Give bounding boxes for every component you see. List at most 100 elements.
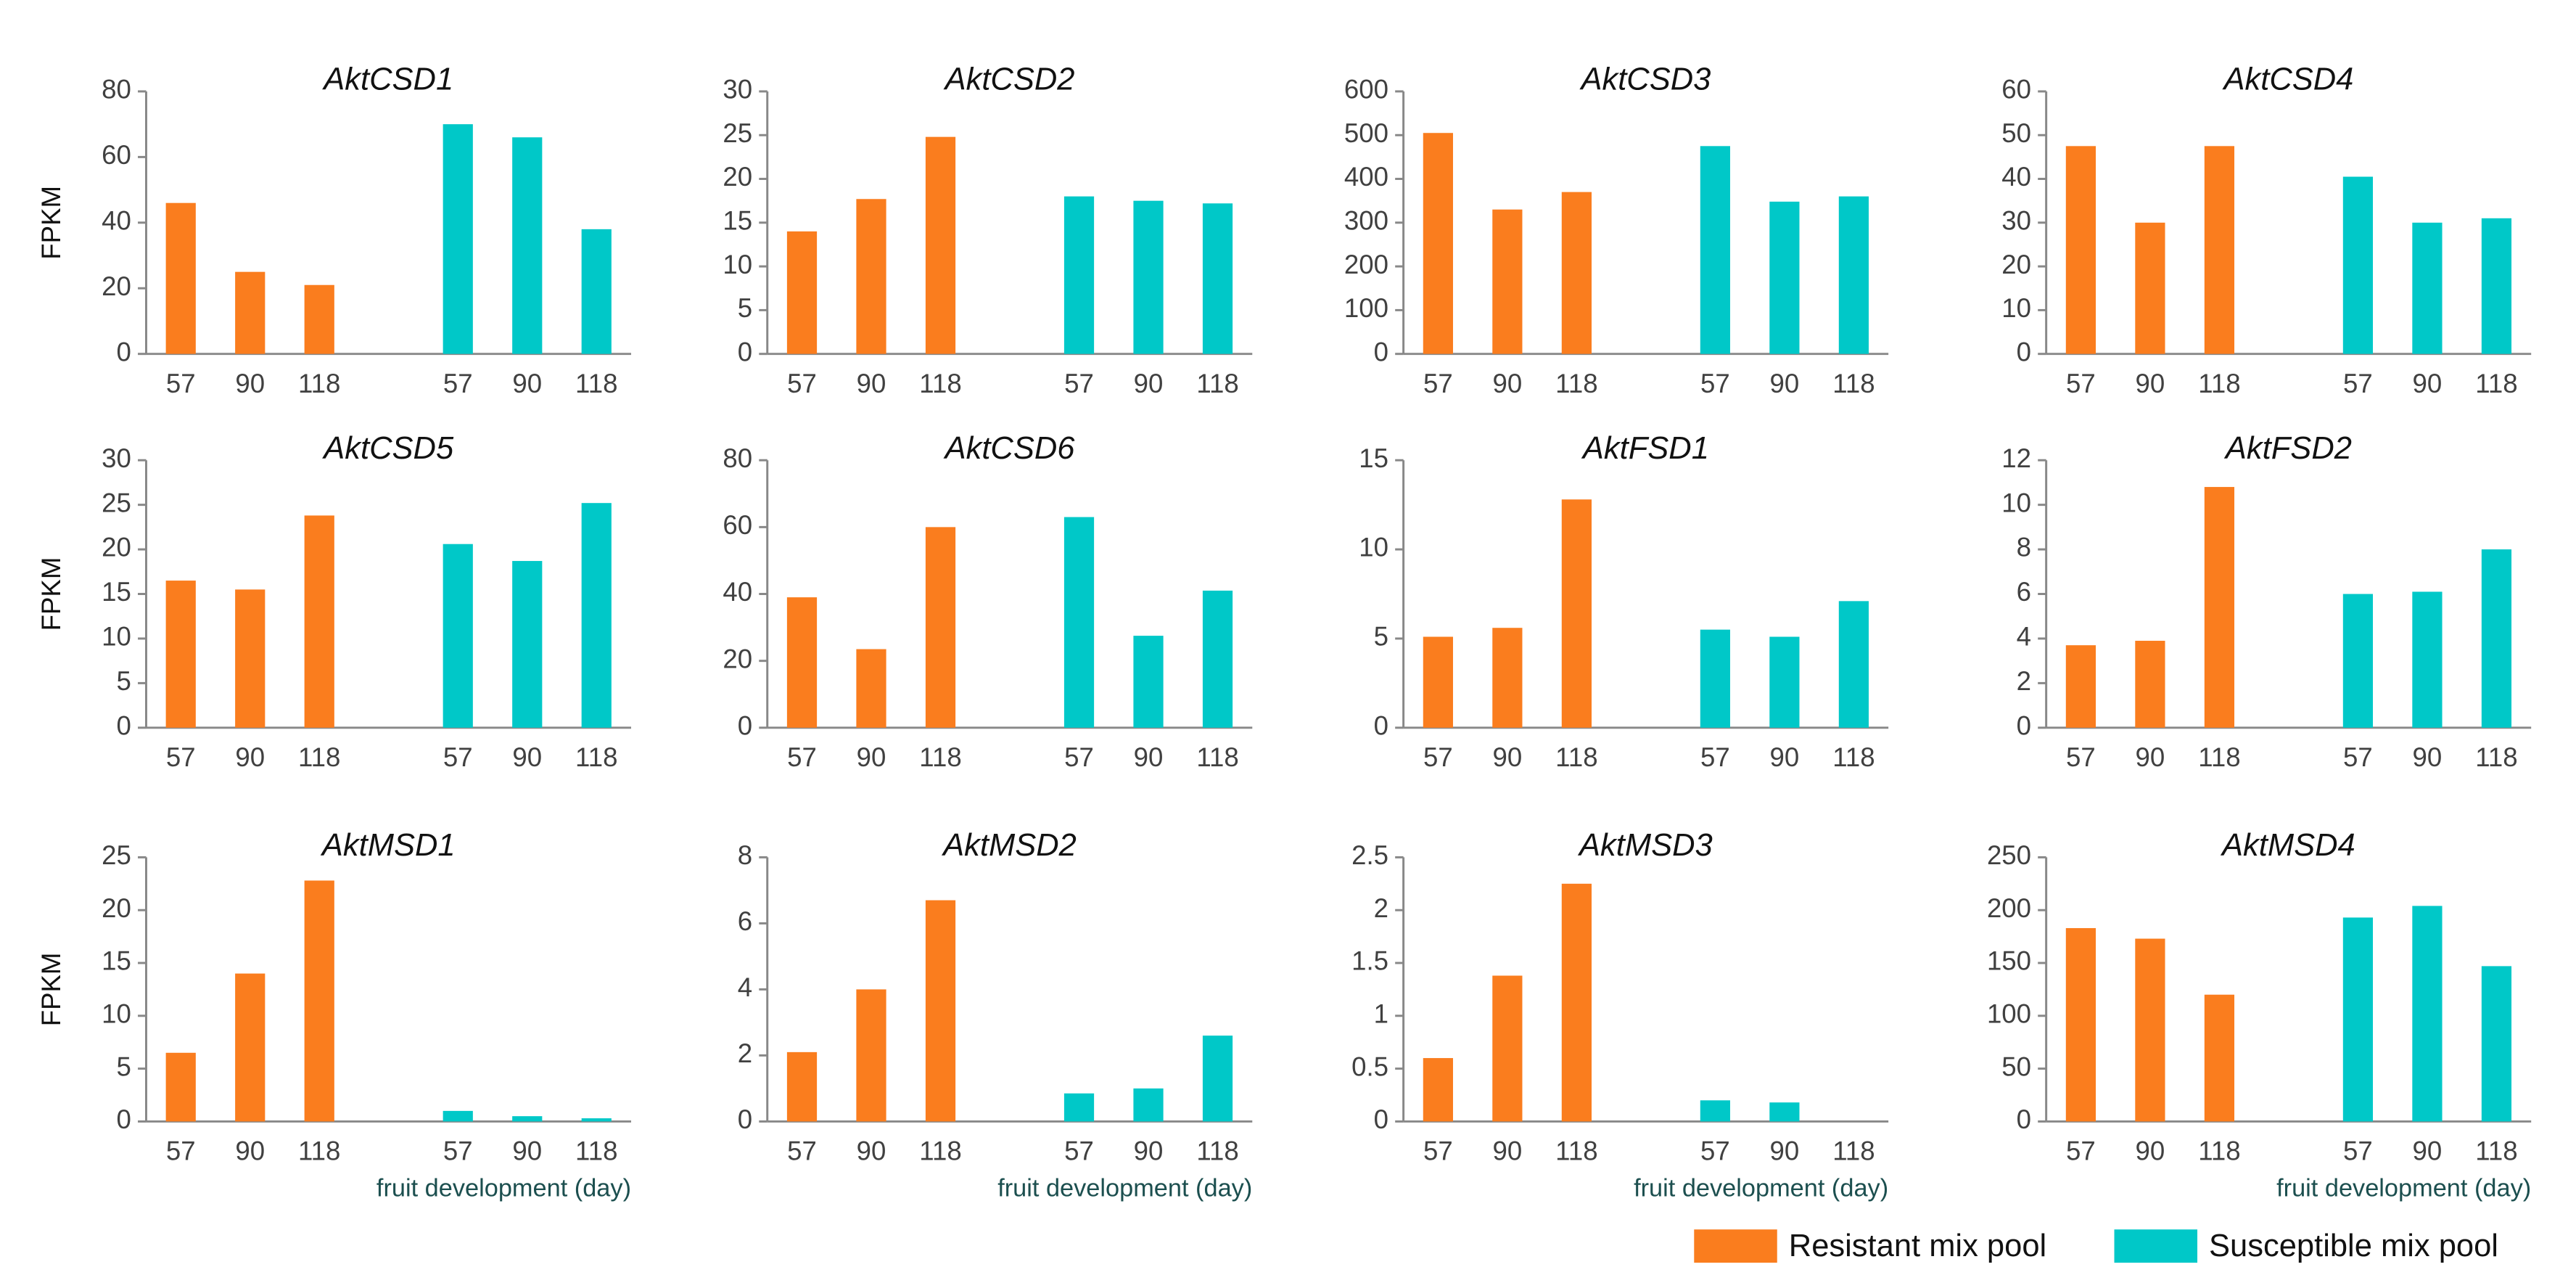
bar	[2342, 917, 2374, 1122]
x-tick-label: 90	[512, 1136, 542, 1166]
x-tick-label: 90	[1493, 742, 1523, 772]
y-tick-label: 0	[738, 337, 752, 366]
y-tick-label: 150	[1987, 946, 2031, 976]
chart-title: AktFSD2	[2223, 431, 2352, 466]
y-tick-label: 60	[723, 510, 752, 540]
bar	[925, 527, 956, 728]
x-tick-label: 118	[575, 742, 617, 772]
y-tick-label: 4	[738, 972, 752, 1002]
bar	[2065, 146, 2096, 354]
x-tick-label: 90	[512, 369, 542, 398]
y-axis-label: FPKM	[36, 186, 66, 260]
y-tick-label: 30	[102, 443, 131, 473]
bar	[1838, 601, 1869, 728]
y-tick-label: 2	[1374, 893, 1388, 923]
x-tick-label: 90	[1134, 369, 1164, 398]
y-tick-label: 40	[102, 205, 131, 235]
y-tick-label: 400	[1344, 162, 1388, 192]
bar	[165, 202, 196, 354]
chart-title: AktCSD6	[943, 431, 1076, 466]
y-tick-label: 200	[1344, 250, 1388, 279]
y-tick-label: 25	[102, 840, 131, 870]
y-tick-label: 20	[2001, 250, 2031, 279]
x-tick-label: 57	[787, 742, 817, 772]
y-tick-label: 2	[738, 1038, 752, 1068]
bar	[2135, 222, 2165, 354]
bar	[1769, 636, 1800, 728]
y-tick-label: 6	[2017, 577, 2031, 607]
y-tick-label: 30	[2001, 205, 2031, 235]
y-tick-label: 0	[738, 710, 752, 740]
x-axis-label: fruit development (day)	[1634, 1174, 1888, 1202]
y-tick-label: 0	[116, 1104, 131, 1134]
y-tick-label: 5	[738, 293, 752, 323]
bar	[304, 284, 334, 354]
x-tick-label: 57	[1064, 1136, 1094, 1166]
bar	[1838, 196, 1869, 354]
x-tick-label: 57	[1700, 369, 1730, 398]
x-tick-label: 90	[1493, 1136, 1523, 1166]
bar	[1561, 883, 1592, 1122]
chart-title: AktCSD3	[1579, 62, 1711, 97]
x-tick-label: 118	[575, 1136, 617, 1166]
x-tick-label: 90	[1493, 369, 1523, 398]
y-tick-label: 0	[2017, 337, 2031, 366]
y-tick-label: 10	[102, 622, 131, 652]
x-tick-label: 118	[1196, 1136, 1238, 1166]
y-tick-label: 80	[723, 443, 752, 473]
bar	[2481, 218, 2512, 354]
x-tick-label: 90	[235, 742, 265, 772]
bar	[2412, 906, 2443, 1122]
x-tick-label: 118	[1555, 742, 1597, 772]
bar	[1202, 1036, 1233, 1122]
y-tick-label: 0	[1374, 710, 1388, 740]
x-tick-label: 57	[443, 742, 473, 772]
y-tick-label: 5	[116, 1051, 131, 1081]
x-axis-label: fruit development (day)	[376, 1174, 631, 1202]
bar	[1769, 1102, 1800, 1122]
bar	[443, 544, 473, 728]
bar	[235, 973, 266, 1122]
bar	[1700, 629, 1730, 728]
y-tick-label: 0	[2017, 1104, 2031, 1134]
y-tick-label: 40	[2001, 162, 2031, 192]
bar	[443, 1110, 473, 1122]
y-tick-label: 10	[102, 999, 131, 1028]
x-tick-label: 118	[1555, 369, 1597, 398]
y-tick-label: 12	[2001, 443, 2031, 473]
y-tick-label: 20	[102, 271, 131, 301]
x-tick-label: 90	[2413, 742, 2443, 772]
x-tick-label: 118	[919, 742, 961, 772]
x-tick-label: 118	[2198, 742, 2240, 772]
y-tick-label: 10	[1359, 533, 1388, 562]
x-tick-label: 57	[443, 369, 473, 398]
bar	[512, 1116, 543, 1122]
x-tick-label: 90	[235, 1136, 265, 1166]
bar	[1492, 209, 1523, 354]
y-tick-label: 0	[116, 337, 131, 366]
legend-label: Susceptible mix pool	[2209, 1229, 2498, 1263]
chart-title: AktMSD2	[941, 828, 1077, 863]
legend-swatch	[2114, 1229, 2197, 1263]
x-tick-label: 57	[2066, 369, 2096, 398]
x-tick-label: 57	[166, 369, 196, 398]
x-tick-label: 118	[575, 369, 617, 398]
x-tick-label: 57	[2343, 369, 2373, 398]
y-tick-label: 1	[1374, 999, 1388, 1028]
bar	[581, 229, 612, 354]
x-tick-label: 118	[2475, 1136, 2517, 1166]
bar	[1133, 1088, 1164, 1122]
bar	[235, 589, 266, 728]
y-tick-label: 250	[1987, 840, 2031, 870]
bar	[235, 271, 266, 354]
bar	[1700, 146, 1730, 354]
y-tick-label: 20	[102, 893, 131, 923]
x-tick-label: 90	[2413, 1136, 2443, 1166]
bar	[304, 880, 334, 1122]
bar	[2204, 146, 2235, 354]
x-tick-label: 90	[2136, 369, 2165, 398]
y-tick-label: 50	[2001, 1051, 2031, 1081]
x-tick-label: 90	[1770, 742, 1800, 772]
y-tick-label: 5	[116, 666, 131, 696]
chart-title: AktCSD5	[321, 431, 454, 466]
